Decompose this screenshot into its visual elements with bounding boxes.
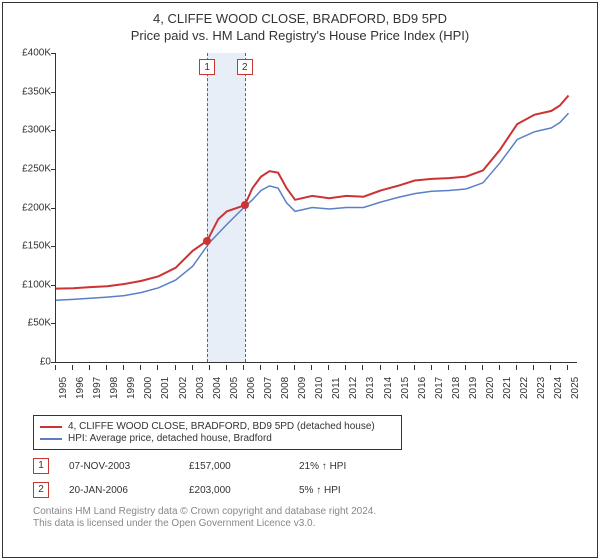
y-tick-label: £50K <box>28 318 51 329</box>
event-dot <box>203 237 211 245</box>
x-tick-label: 2001 <box>160 377 171 399</box>
x-tick-label: 2009 <box>297 377 308 399</box>
x-tick-label: 2010 <box>314 377 325 399</box>
x-tick-label: 2023 <box>536 377 547 399</box>
x-tick-label: 2002 <box>178 377 189 399</box>
x-tick-label: 1996 <box>75 377 86 399</box>
event-price: £157,000 <box>189 461 279 472</box>
event-marker-box: 1 <box>199 59 215 75</box>
x-tick-label: 2024 <box>553 377 564 399</box>
event-delta: 21% ↑ HPI <box>299 461 389 472</box>
x-tick-label: 2000 <box>143 377 154 399</box>
y-tick-label: £0 <box>40 357 51 368</box>
x-tick-label: 2017 <box>434 377 445 399</box>
plot-region: 12 <box>55 53 577 363</box>
series-line <box>56 96 569 289</box>
x-tick-label: 2025 <box>570 377 581 399</box>
x-tick-label: 2011 <box>331 377 342 399</box>
x-tick-label: 1995 <box>58 377 69 399</box>
chart-area: £0£50K£100K£150K£200K£250K£300K£350K£400… <box>15 53 585 403</box>
legend-box: 4, CLIFFE WOOD CLOSE, BRADFORD, BD9 5PD … <box>33 415 402 450</box>
event-price: £203,000 <box>189 485 279 496</box>
y-tick-label: £100K <box>22 279 51 290</box>
event-detail-row: 2 20-JAN-2006 £203,000 5% ↑ HPI <box>33 482 585 498</box>
x-tick-label: 2003 <box>195 377 206 399</box>
x-tick-label: 2016 <box>417 377 428 399</box>
legend-row: 4, CLIFFE WOOD CLOSE, BRADFORD, BD9 5PD … <box>40 421 395 432</box>
x-tick-label: 2020 <box>485 377 496 399</box>
y-tick-label: £150K <box>22 241 51 252</box>
x-axis-labels: 1995 1996 1997 1998 1999 2000 2001 2002 2003 2004… <box>55 365 577 403</box>
x-tick-label: 2007 <box>263 377 274 399</box>
legend-swatch <box>40 438 62 440</box>
title-line-1: 4, CLIFFE WOOD CLOSE, BRADFORD, BD9 5PD <box>3 11 597 26</box>
y-tick-label: £300K <box>22 125 51 136</box>
chart-container: 4, CLIFFE WOOD CLOSE, BRADFORD, BD9 5PD … <box>0 0 600 560</box>
event-dot <box>241 201 249 209</box>
footnote-line: Contains HM Land Registry data © Crown c… <box>33 506 585 518</box>
event-date: 20-JAN-2006 <box>69 485 169 496</box>
event-marker-icon: 1 <box>33 458 49 474</box>
legend-row: HPI: Average price, detached house, Brad… <box>40 433 395 444</box>
legend-label: 4, CLIFFE WOOD CLOSE, BRADFORD, BD9 5PD … <box>68 421 375 432</box>
x-tick-label: 2006 <box>246 377 257 399</box>
event-marker-box: 2 <box>237 59 253 75</box>
y-tick-label: £350K <box>22 86 51 97</box>
series-line <box>56 113 569 300</box>
x-tick-label: 2012 <box>348 377 359 399</box>
event-detail-row: 1 07-NOV-2003 £157,000 21% ↑ HPI <box>33 458 585 474</box>
x-tick-label: 1998 <box>109 377 120 399</box>
y-axis-labels: £0£50K£100K£150K£200K£250K£300K£350K£400… <box>15 53 53 363</box>
y-tick-label: £250K <box>22 163 51 174</box>
y-tick-label: £200K <box>22 202 51 213</box>
title-block: 4, CLIFFE WOOD CLOSE, BRADFORD, BD9 5PD … <box>3 3 597 43</box>
x-tick-label: 1999 <box>126 377 137 399</box>
footnote: Contains HM Land Registry data © Crown c… <box>33 506 585 530</box>
event-guideline <box>207 53 208 362</box>
x-tick-label: 2014 <box>383 377 394 399</box>
x-tick-label: 1997 <box>92 377 103 399</box>
x-tick-label: 2021 <box>502 377 513 399</box>
x-tick-label: 2008 <box>280 377 291 399</box>
x-tick-label: 2019 <box>468 377 479 399</box>
legend-swatch <box>40 426 62 428</box>
x-tick-label: 2022 <box>519 377 530 399</box>
legend-label: HPI: Average price, detached house, Brad… <box>68 433 272 444</box>
x-tick-label: 2013 <box>365 377 376 399</box>
x-tick-label: 2004 <box>212 377 223 399</box>
footnote-line: This data is licensed under the Open Gov… <box>33 518 585 530</box>
x-tick-label: 2018 <box>451 377 462 399</box>
event-marker-icon: 2 <box>33 482 49 498</box>
legend-and-footer: 4, CLIFFE WOOD CLOSE, BRADFORD, BD9 5PD … <box>33 415 585 530</box>
outer-frame: 4, CLIFFE WOOD CLOSE, BRADFORD, BD9 5PD … <box>2 2 598 558</box>
x-tick-label: 2005 <box>229 377 240 399</box>
title-line-2: Price paid vs. HM Land Registry's House … <box>3 28 597 43</box>
y-tick-label: £400K <box>22 48 51 59</box>
line-layer <box>56 53 577 362</box>
event-date: 07-NOV-2003 <box>69 461 169 472</box>
event-delta: 5% ↑ HPI <box>299 485 389 496</box>
x-tick-label: 2015 <box>400 377 411 399</box>
